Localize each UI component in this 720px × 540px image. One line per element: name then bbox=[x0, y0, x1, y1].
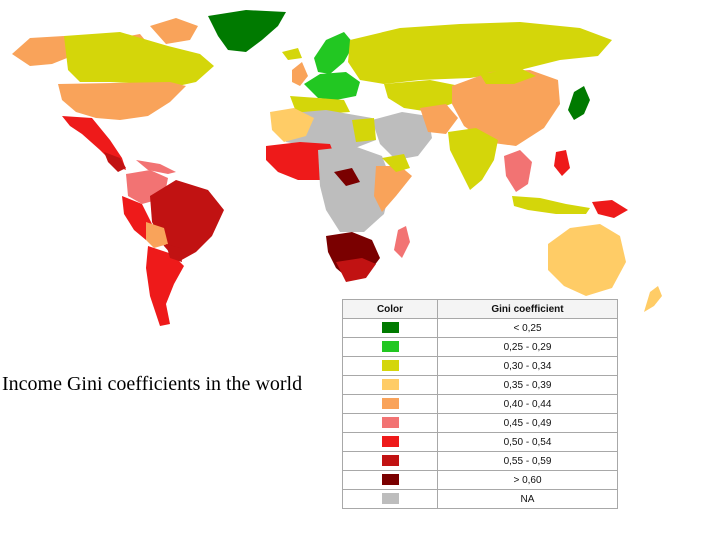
gini-legend: Color Gini coefficient < 0,25 0,25 - 0,2… bbox=[342, 299, 618, 509]
region-central-africa bbox=[318, 146, 392, 232]
region-middle-east bbox=[372, 112, 432, 160]
legend-label: 0,50 - 0,54 bbox=[437, 432, 618, 452]
region-greenland bbox=[208, 10, 286, 52]
region-southeast-asia bbox=[504, 150, 532, 192]
region-egypt bbox=[352, 118, 376, 142]
region-canada bbox=[64, 32, 214, 86]
region-japan bbox=[568, 86, 590, 120]
legend-row: 0,25 - 0,29 bbox=[342, 337, 618, 357]
legend-swatch bbox=[381, 455, 399, 467]
region-paraguay bbox=[166, 244, 182, 262]
legend-row: NA bbox=[342, 489, 618, 509]
region-brazil bbox=[150, 180, 224, 262]
region-horn bbox=[382, 154, 410, 172]
legend-swatch bbox=[381, 493, 399, 505]
region-new-zealand bbox=[644, 286, 662, 312]
region-madagascar bbox=[394, 226, 410, 258]
region-east-africa bbox=[374, 166, 412, 212]
legend-swatch bbox=[381, 360, 399, 372]
legend-label: 0,35 - 0,39 bbox=[437, 375, 618, 395]
map-caption: Income Gini coefficients in the world bbox=[2, 373, 303, 395]
legend-label: 0,40 - 0,44 bbox=[437, 394, 618, 414]
legend-label: 0,30 - 0,34 bbox=[437, 356, 618, 376]
legend-header-row: Color Gini coefficient bbox=[342, 299, 618, 319]
region-alaska bbox=[12, 36, 72, 66]
legend-row: 0,45 - 0,49 bbox=[342, 413, 618, 433]
region-papua bbox=[592, 200, 628, 218]
region-australia bbox=[548, 224, 626, 296]
region-bolivia bbox=[146, 222, 168, 248]
region-russia bbox=[348, 22, 612, 84]
region-maghreb bbox=[270, 108, 314, 142]
region-argentina bbox=[146, 246, 184, 326]
region-philippines bbox=[554, 150, 570, 176]
legend-row: 0,35 - 0,39 bbox=[342, 375, 618, 395]
legend-label: NA bbox=[437, 489, 618, 509]
region-usa bbox=[58, 82, 186, 120]
region-southern-europe bbox=[290, 96, 350, 114]
legend-swatch bbox=[381, 436, 399, 448]
legend-label: 0,55 - 0,59 bbox=[437, 451, 618, 471]
legend-row: 0,40 - 0,44 bbox=[342, 394, 618, 414]
region-scandinavia bbox=[314, 32, 354, 74]
legend-row: < 0,25 bbox=[342, 318, 618, 338]
legend-label: 0,45 - 0,49 bbox=[437, 413, 618, 433]
legend-header-color: Color bbox=[342, 299, 438, 319]
region-mongolia bbox=[480, 68, 536, 84]
region-iceland bbox=[282, 48, 302, 60]
legend-label: > 0,60 bbox=[437, 470, 618, 490]
region-china bbox=[452, 70, 560, 146]
region-indonesia bbox=[512, 196, 590, 214]
legend-swatch bbox=[381, 474, 399, 486]
region-uk bbox=[292, 62, 308, 86]
legend-row: 0,55 - 0,59 bbox=[342, 451, 618, 471]
region-central-america bbox=[104, 152, 126, 172]
region-iran bbox=[420, 104, 458, 134]
legend-swatch bbox=[381, 398, 399, 410]
legend-swatch bbox=[381, 417, 399, 429]
region-peru bbox=[122, 196, 152, 240]
legend-label: < 0,25 bbox=[437, 318, 618, 338]
region-car bbox=[334, 168, 360, 186]
region-south-africa bbox=[336, 258, 376, 282]
region-central-asia bbox=[384, 80, 460, 112]
legend-swatch bbox=[381, 379, 399, 391]
region-india bbox=[448, 128, 498, 190]
region-caribbean bbox=[136, 160, 176, 174]
legend-row: > 0,60 bbox=[342, 470, 618, 490]
legend-row: 0,30 - 0,34 bbox=[342, 356, 618, 376]
region-europe bbox=[304, 72, 360, 100]
legend-header-gini: Gini coefficient bbox=[437, 299, 618, 319]
legend-swatch bbox=[381, 341, 399, 353]
legend-row: 0,50 - 0,54 bbox=[342, 432, 618, 452]
legend-label: 0,25 - 0,29 bbox=[437, 337, 618, 357]
legend-swatch bbox=[381, 322, 399, 334]
